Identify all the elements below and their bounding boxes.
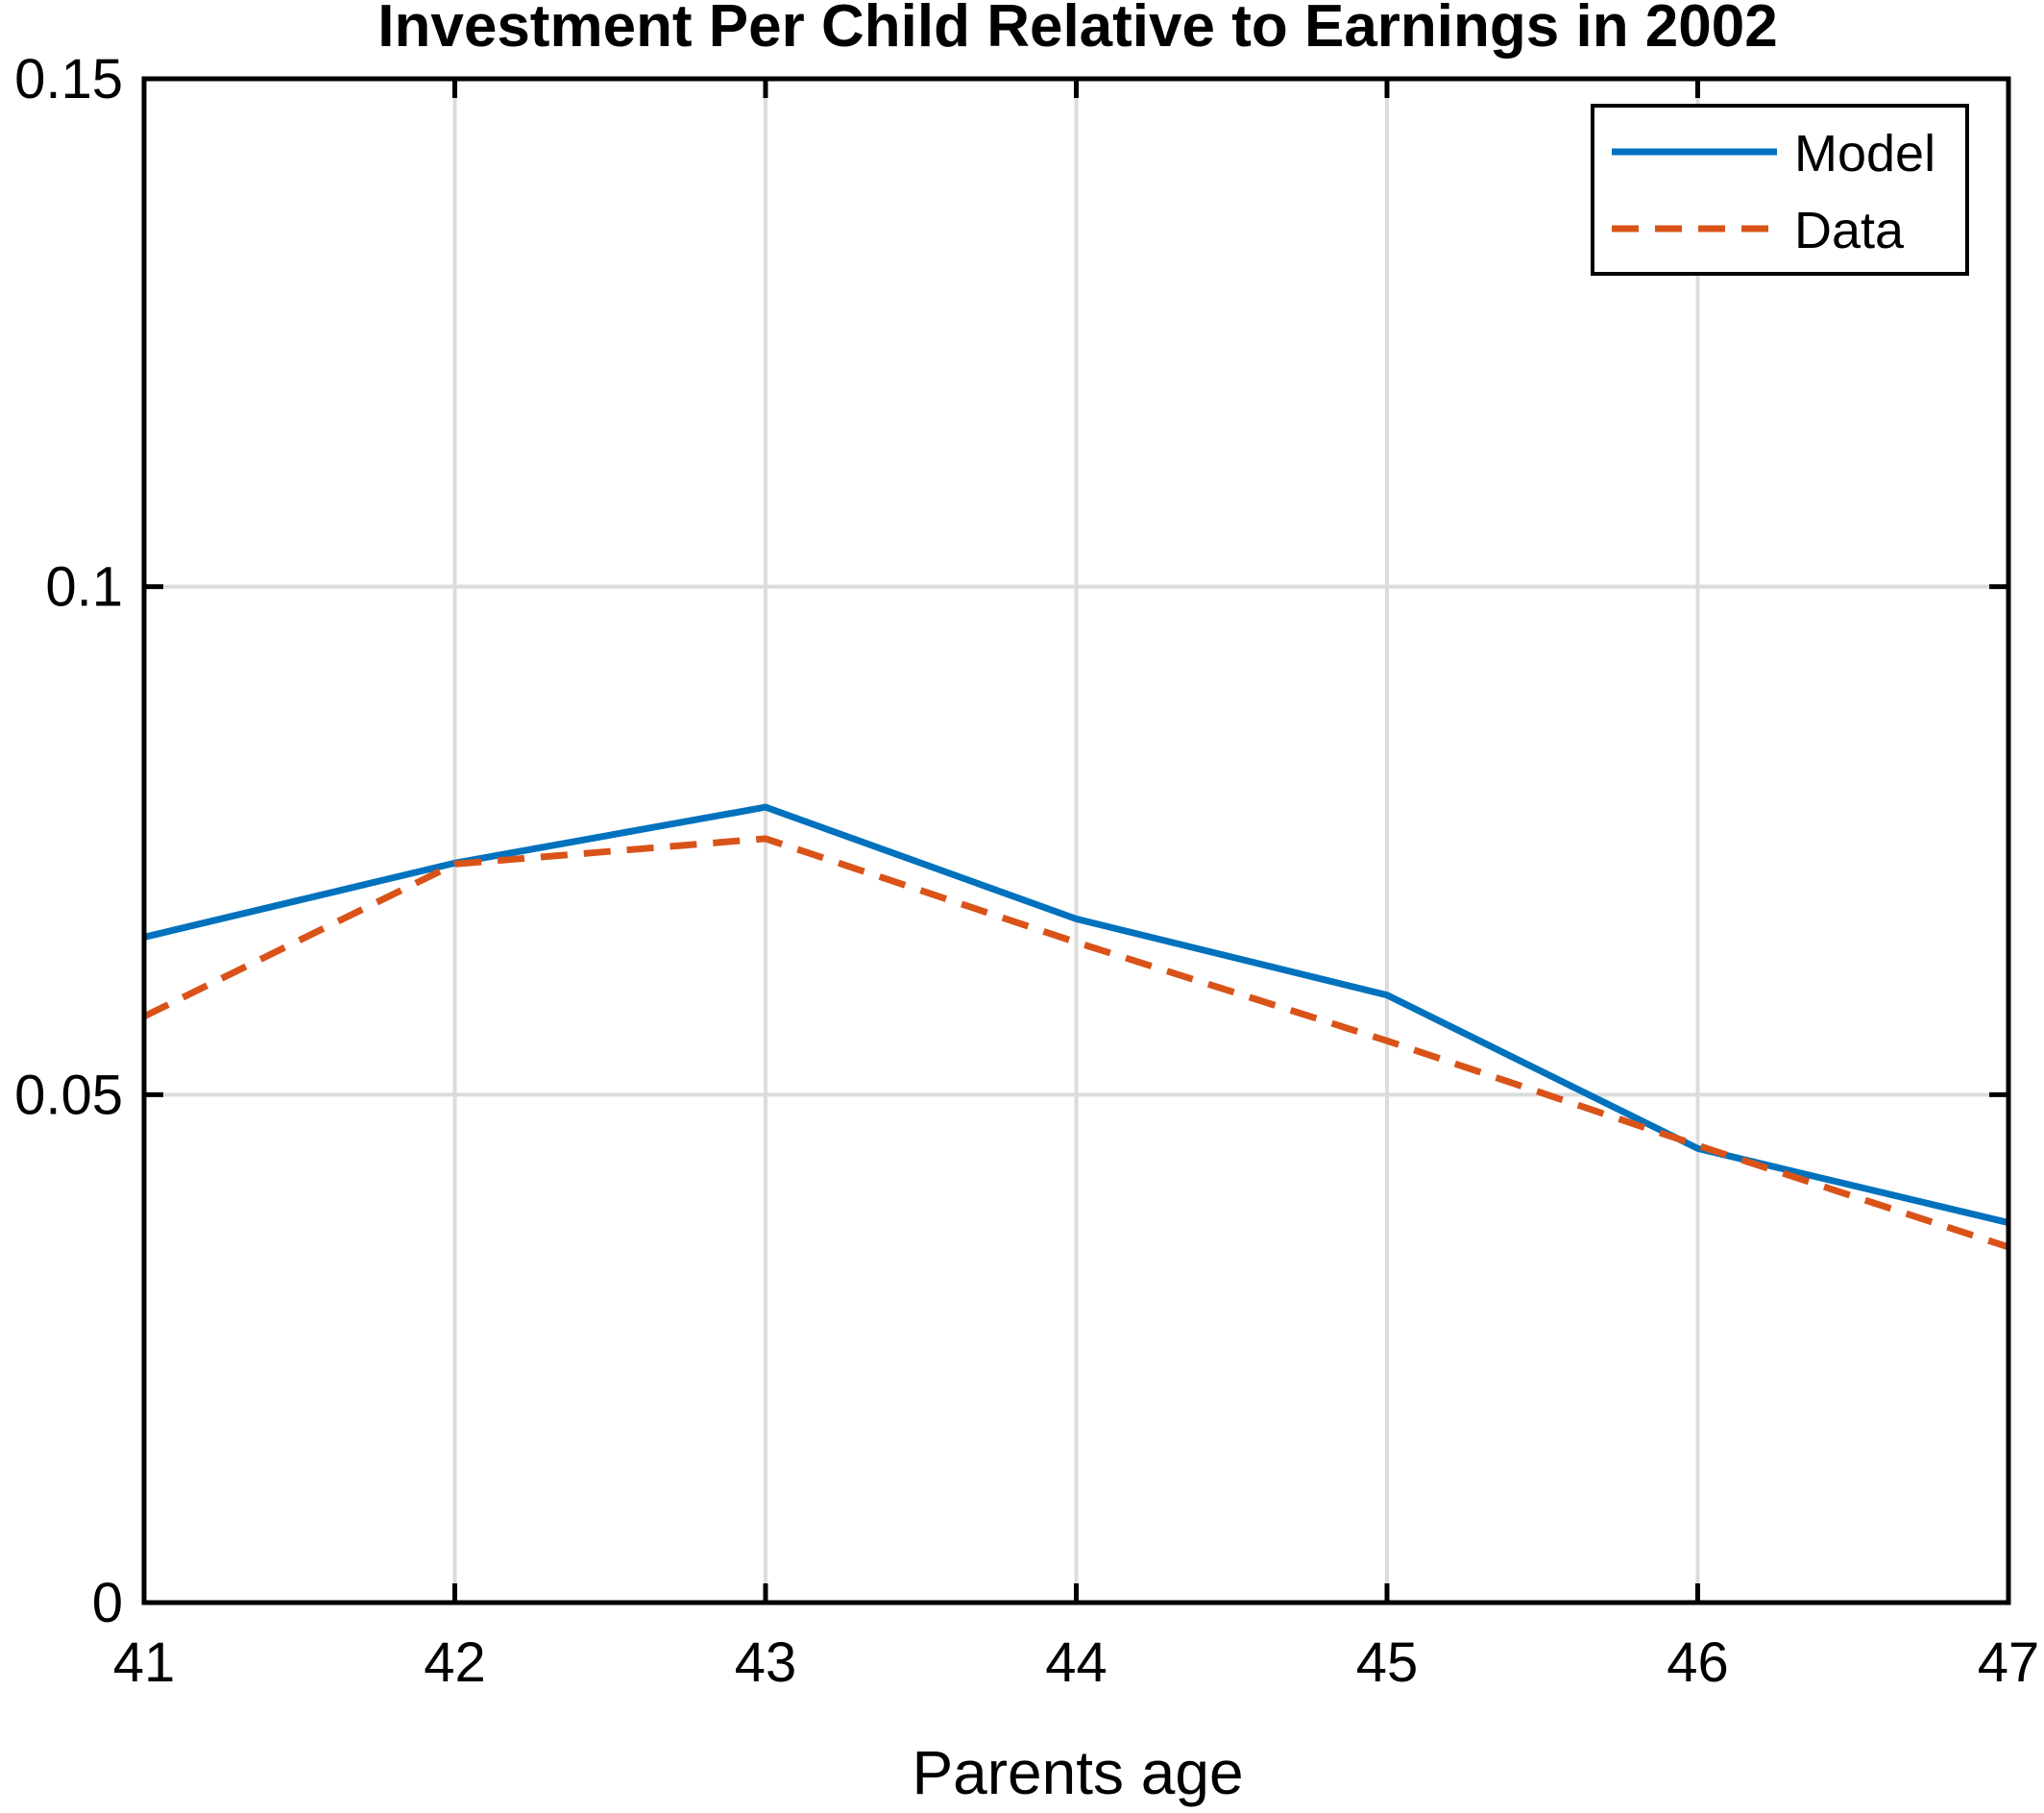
y-tick-label: 0 — [92, 1572, 123, 1634]
x-tick-label: 46 — [1667, 1631, 1729, 1694]
x-axis-label: Parents age — [912, 1738, 1243, 1807]
y-tick-labels: 0 0.05 0.1 0.15 — [14, 48, 123, 1634]
x-tick-label: 44 — [1045, 1631, 1107, 1694]
legend-box — [1591, 104, 1969, 276]
y-tick-label: 0.05 — [14, 1064, 123, 1126]
y-tick-label: 0.1 — [45, 556, 123, 619]
x-tick-label: 41 — [113, 1631, 176, 1694]
x-tick-label: 42 — [424, 1631, 486, 1694]
legend: Model Data — [1591, 104, 1969, 276]
series-line-data — [142, 835, 2010, 1251]
series-lines — [142, 803, 2010, 1251]
x-tick-label: 43 — [735, 1631, 797, 1694]
chart-title: Investment Per Child Relative to Earning… — [377, 0, 1777, 60]
x-tick-label: 45 — [1356, 1631, 1419, 1694]
x-tick-labels: 41 42 43 44 45 46 47 — [113, 1631, 2040, 1694]
legend-model-label: Model — [1794, 125, 1935, 183]
x-tick-label: 47 — [1978, 1631, 2040, 1694]
grid-lines — [142, 77, 2010, 1605]
legend-data-label: Data — [1794, 202, 1905, 259]
y-tick-label: 0.15 — [14, 48, 123, 110]
axis-ticks — [141, 76, 2011, 1605]
